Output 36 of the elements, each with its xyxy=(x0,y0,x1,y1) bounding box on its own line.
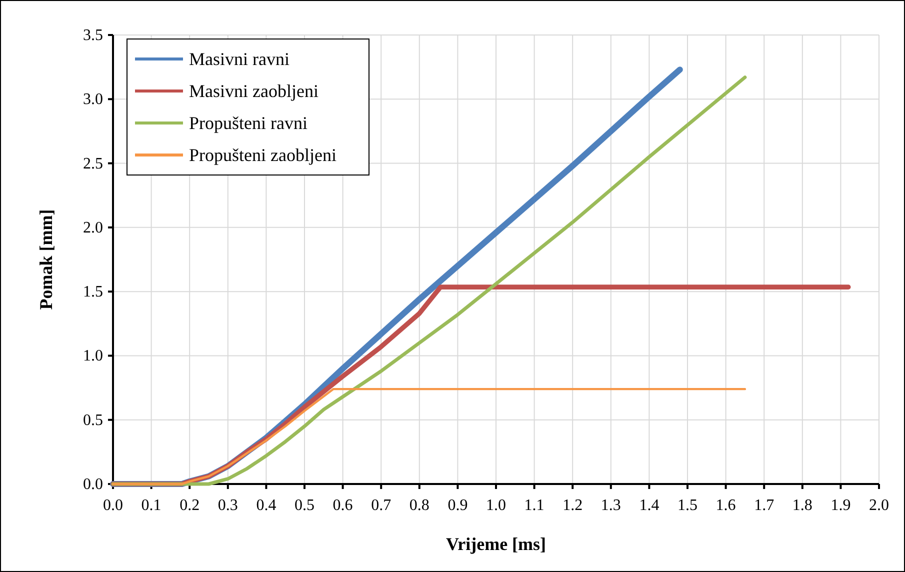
legend-label: Propušteni ravni xyxy=(189,113,308,133)
x-tick-label: 2.0 xyxy=(869,497,889,514)
x-tick-label: 0.8 xyxy=(409,497,430,514)
x-tick-label: 1.7 xyxy=(754,497,774,514)
x-tick-label: 1.4 xyxy=(639,497,660,514)
x-tick-label: 0.7 xyxy=(371,497,392,514)
x-tick-label: 0.5 xyxy=(294,497,314,514)
x-tick-label: 1.3 xyxy=(600,497,621,514)
y-tick-label: 1.0 xyxy=(83,348,103,365)
x-tick-label: 0.3 xyxy=(218,497,238,514)
line-series xyxy=(112,388,746,486)
x-tick-label: 0.1 xyxy=(141,497,162,514)
x-tick-label: 0.6 xyxy=(332,497,353,514)
y-tick-label: 3.0 xyxy=(83,91,103,108)
x-tick-label: 1.2 xyxy=(562,497,583,514)
legend-label: Masivni zaobljeni xyxy=(189,81,318,101)
x-tick-label: 0.0 xyxy=(103,497,123,514)
x-tick-label: 1.9 xyxy=(830,497,851,514)
y-axis-title: Pomak [mm] xyxy=(36,209,56,310)
y-tick-label: 2.5 xyxy=(83,155,103,172)
x-tick-label: 0.9 xyxy=(448,497,468,514)
x-tick-label: 0.2 xyxy=(180,497,200,514)
legend-label: Masivni ravni xyxy=(189,49,290,69)
x-tick-label: 1.0 xyxy=(486,497,506,514)
x-tick-label: 1.1 xyxy=(524,497,544,514)
legend-label: Propušteni zaobljeni xyxy=(189,145,336,165)
x-tick-label: 1.8 xyxy=(792,497,812,514)
y-tick-label: 0.5 xyxy=(83,412,103,429)
y-tick-label: 3.5 xyxy=(83,27,103,44)
x-axis-title: Vrijeme [ms] xyxy=(446,534,546,554)
y-tick-label: 1.5 xyxy=(83,284,103,301)
x-tick-label: 1.5 xyxy=(678,497,698,514)
y-tick-label: 0.0 xyxy=(83,476,103,493)
x-tick-label: 0.4 xyxy=(256,497,276,514)
x-tick-label: 1.6 xyxy=(716,497,736,514)
y-tick-label: 2.0 xyxy=(83,219,103,236)
